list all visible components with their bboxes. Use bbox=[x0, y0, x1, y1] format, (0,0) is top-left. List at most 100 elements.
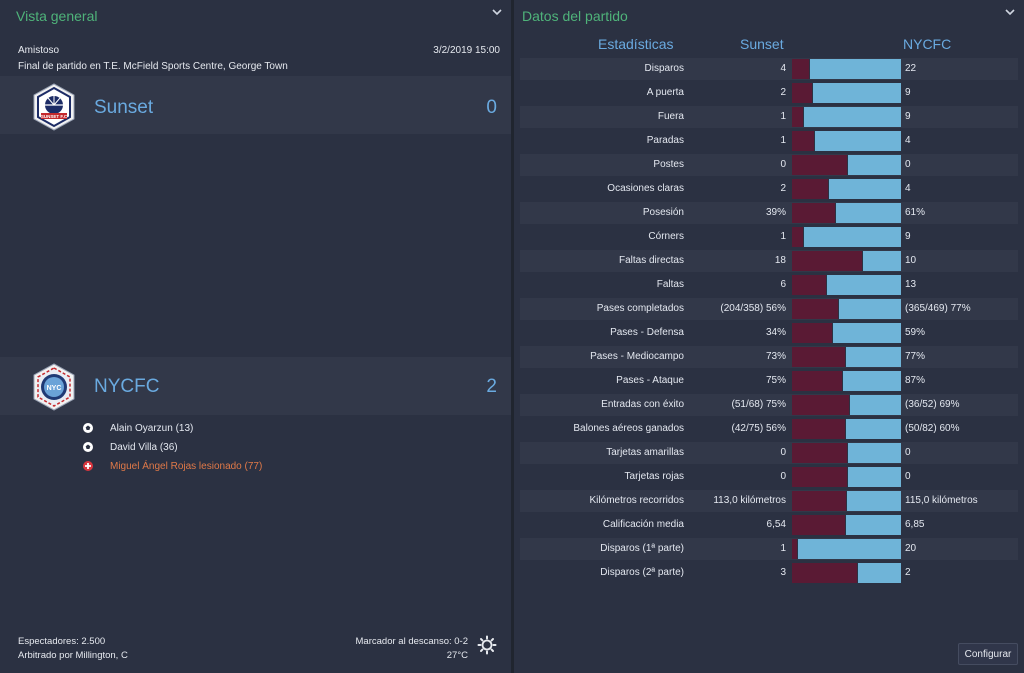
stat-row: Paradas 1 4 bbox=[520, 130, 1018, 152]
stat-away-value: 0 bbox=[905, 159, 911, 170]
stat-bar-home bbox=[792, 179, 828, 199]
goal-ball-icon bbox=[83, 442, 93, 452]
stat-bar-home bbox=[792, 443, 847, 463]
stat-bar-away bbox=[843, 371, 901, 391]
stat-label: Entradas con éxito bbox=[601, 399, 684, 410]
stat-away-value: (36/52) 69% bbox=[905, 399, 960, 410]
stat-comparison-bar bbox=[792, 203, 901, 223]
stat-home-value: 6,54 bbox=[766, 519, 786, 530]
stat-bar-separator bbox=[845, 515, 846, 535]
stat-row: Disparos 4 22 bbox=[520, 58, 1018, 80]
stat-label: Disparos bbox=[644, 63, 684, 74]
stat-home-value: 0 bbox=[780, 447, 786, 458]
stat-bar-separator bbox=[832, 323, 833, 343]
stat-bar-separator bbox=[845, 347, 846, 367]
stat-bar-home bbox=[792, 59, 809, 79]
svg-text:NYC: NYC bbox=[47, 385, 62, 392]
stat-bar-away bbox=[850, 395, 901, 415]
stat-bar-separator bbox=[847, 443, 848, 463]
event-text[interactable]: David Villa (36) bbox=[110, 441, 178, 453]
stat-home-value: 3 bbox=[780, 567, 786, 578]
stat-bar-separator bbox=[846, 491, 847, 511]
stat-row: Disparos (2ª parte) 3 2 bbox=[520, 562, 1018, 584]
stat-bar-home bbox=[792, 131, 814, 151]
match-stats-header: Datos del partido bbox=[514, 0, 1024, 34]
stat-row: Posesión 39% 61% bbox=[520, 202, 1018, 224]
stat-home-value: (51/68) 75% bbox=[731, 399, 786, 410]
stat-away-value: 20 bbox=[905, 543, 917, 554]
referee[interactable]: Arbitrado por Millington, C bbox=[18, 650, 128, 661]
stat-row: Pases completados (204/358) 56% (365/469) … bbox=[520, 298, 1018, 320]
stat-label: Posesión bbox=[642, 207, 684, 218]
stat-bar-away bbox=[798, 539, 901, 559]
stat-bar-away bbox=[846, 347, 901, 367]
stat-home-value: 1 bbox=[780, 543, 786, 554]
overview-header: Vista general bbox=[0, 0, 511, 34]
stat-bar-home bbox=[792, 467, 847, 487]
stat-label: Tarjetas rojas bbox=[624, 471, 684, 482]
overview-panel: Vista general Amistoso 3/2/2019 15:00 Fi… bbox=[0, 0, 511, 673]
stat-comparison-bar bbox=[792, 155, 901, 175]
stat-away-value: 13 bbox=[905, 279, 917, 290]
home-team-name[interactable]: Sunset bbox=[94, 97, 154, 118]
injury-cross-icon bbox=[83, 461, 93, 471]
stat-home-value: 0 bbox=[780, 159, 786, 170]
stats-column-header: Estadísticas bbox=[598, 36, 674, 52]
stat-bar-home bbox=[792, 419, 845, 439]
away-team-name[interactable]: NYCFC bbox=[94, 376, 160, 397]
stat-bar-away bbox=[863, 251, 901, 271]
stat-home-value: 1 bbox=[780, 111, 786, 122]
stat-row: Entradas con éxito (51/68) 75% (36/52) 69% bbox=[520, 394, 1018, 416]
configure-button[interactable]: Configurar bbox=[958, 643, 1018, 665]
stat-bar-away bbox=[833, 323, 901, 343]
stat-row: Faltas 6 13 bbox=[520, 274, 1018, 296]
nycfc-crest-icon: NYC bbox=[33, 363, 75, 411]
stat-bar-away bbox=[848, 155, 901, 175]
stat-bar-home bbox=[792, 347, 845, 367]
home-team-band bbox=[0, 76, 511, 134]
temperature: 27°C bbox=[446, 650, 468, 661]
stat-home-value: 75% bbox=[765, 375, 786, 386]
stat-home-value: 73% bbox=[765, 351, 786, 362]
stat-away-value: 10 bbox=[905, 255, 917, 266]
event-text[interactable]: Alain Oyarzun (13) bbox=[110, 422, 194, 434]
stat-label: Pases completados bbox=[596, 303, 684, 314]
stat-bar-separator bbox=[849, 395, 850, 415]
stat-row: Córners 1 9 bbox=[520, 226, 1018, 248]
stat-label: Calificación media bbox=[602, 519, 684, 530]
match-event-goal: David Villa (36) bbox=[82, 439, 178, 455]
chevron-down-icon[interactable] bbox=[1004, 6, 1016, 18]
stat-home-value: (42/75) 56% bbox=[731, 423, 786, 434]
stat-bar-away bbox=[829, 179, 901, 199]
stat-label: Balones aéreos ganados bbox=[573, 423, 684, 434]
stat-away-value: 61% bbox=[905, 207, 926, 218]
stat-away-value: 6,85 bbox=[905, 519, 925, 530]
stat-bar-home bbox=[792, 155, 847, 175]
event-text[interactable]: Miguel Ángel Rojas lesionado (77) bbox=[110, 460, 263, 472]
stat-away-value: 0 bbox=[905, 471, 911, 482]
stat-bar-separator bbox=[797, 539, 798, 559]
chevron-down-icon[interactable] bbox=[491, 6, 503, 18]
match-stats-panel: Datos del partido Estadísticas Sunset NY… bbox=[514, 0, 1024, 673]
stat-bar-separator bbox=[842, 371, 843, 391]
stat-row: Postes 0 0 bbox=[520, 154, 1018, 176]
stat-label: Córners bbox=[648, 231, 684, 242]
stat-away-value: 87% bbox=[905, 375, 926, 386]
stat-bar-home bbox=[792, 299, 838, 319]
stat-label: Tarjetas amarillas bbox=[606, 447, 684, 458]
stat-row: Fuera 1 9 bbox=[520, 106, 1018, 128]
stat-comparison-bar bbox=[792, 275, 901, 295]
stat-home-value: 2 bbox=[780, 183, 786, 194]
competition-label: Amistoso bbox=[18, 45, 60, 56]
stat-comparison-bar bbox=[792, 83, 901, 103]
goal-ball-icon bbox=[83, 423, 93, 433]
stat-bar-separator bbox=[862, 251, 863, 271]
stat-bar-away bbox=[813, 83, 901, 103]
stat-bar-separator bbox=[847, 155, 848, 175]
match-event-goal: Alain Oyarzun (13) bbox=[82, 420, 193, 436]
stat-comparison-bar bbox=[792, 515, 901, 535]
stat-bar-away bbox=[848, 467, 901, 487]
stat-label: Pases - Ataque bbox=[616, 375, 684, 386]
stat-row: Tarjetas amarillas 0 0 bbox=[520, 442, 1018, 464]
stat-bar-separator bbox=[803, 227, 804, 247]
